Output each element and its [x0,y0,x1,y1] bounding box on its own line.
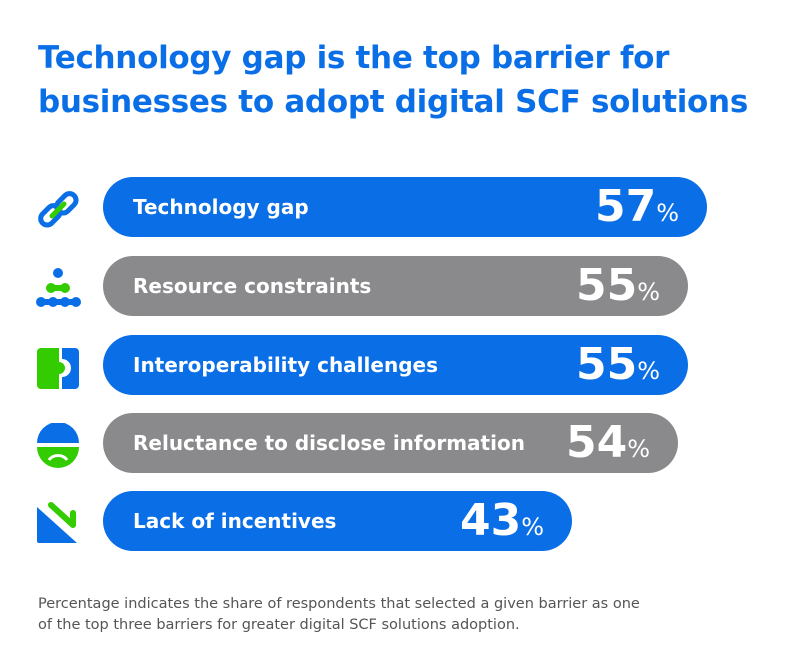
bar: Interoperability challenges 55% [103,335,688,395]
bar-row: Technology gap 57% [0,177,800,237]
bar-row: Interoperability challenges 55% [0,335,800,395]
bar-row: Reluctance to disclose information 54% [0,413,800,473]
bar-row: Lack of incentives 43% [0,491,800,551]
bar: Reluctance to disclose information 54% [103,413,678,473]
footnote: Percentage indicates the share of respon… [38,596,640,633]
bar-label: Lack of incentives [133,509,337,533]
bar-value: 57% [594,181,679,232]
bar: Resource constraints 55% [103,256,688,316]
bar-label: Reluctance to disclose information [133,431,525,455]
bar-value: 54% [565,417,650,468]
bar-label: Technology gap [133,195,309,219]
people-network-icon [36,268,81,307]
bar-value: 55% [575,339,660,390]
puzzle-icon [37,348,79,389]
bar-label: Resource constraints [133,274,372,298]
bar-value: 43% [459,495,544,546]
masked-face-icon [37,423,79,468]
chain-link-icon [38,191,79,228]
bar-value: 55% [575,260,660,311]
bar: Lack of incentives 43% [103,491,572,551]
bar: Technology gap 57% [103,177,707,237]
declining-chart-icon [37,502,77,543]
bar-row: Resource constraints 55% [0,256,800,316]
chart-title: Technology gap is the top barrier for bu… [38,40,748,120]
bar-label: Interoperability challenges [133,353,438,377]
